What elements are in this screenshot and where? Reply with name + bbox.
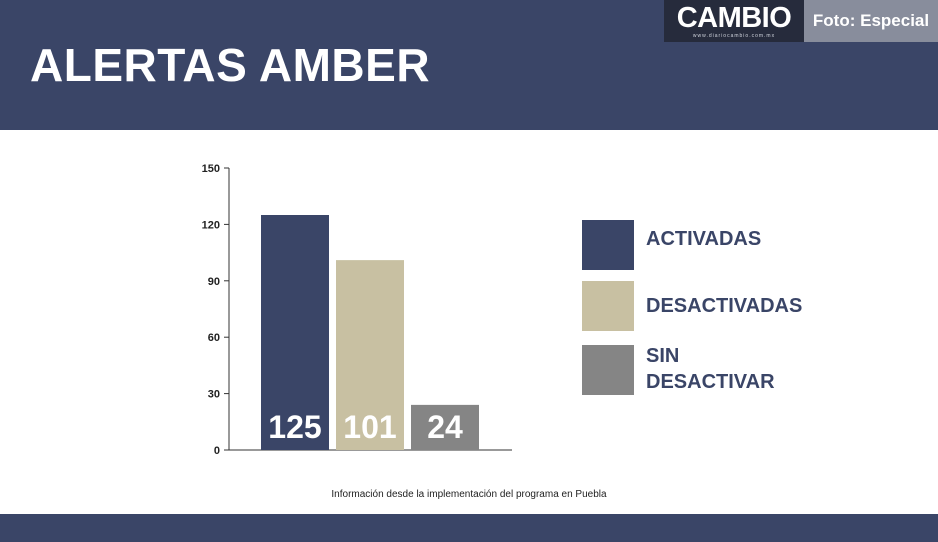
legend-label-sin-desactivar: SIN DESACTIVAR: [646, 345, 775, 393]
bar-1: [261, 215, 329, 450]
legend-label-activadas: ACTIVADAS: [646, 228, 762, 250]
y-tick-label: 120: [202, 219, 220, 231]
photo-credit: Foto: Especial: [804, 0, 938, 42]
bar-data-label: 101: [343, 409, 396, 445]
y-tick-label: 90: [208, 276, 220, 288]
bar-data-label: 125: [268, 409, 321, 445]
footer-band: [0, 514, 938, 542]
legend-swatch-desactivadas: [582, 281, 634, 331]
legend-label-desactivadas: DESACTIVADAS: [646, 295, 803, 317]
legend-swatch-sin-desactivar: [582, 345, 634, 395]
brand-name: CAMBIO: [676, 2, 792, 34]
page-title: ALERTAS AMBER: [30, 39, 431, 91]
brand-logo: CAMBIO www.diariocambio.com.mx: [664, 0, 804, 42]
y-tick-label: 150: [202, 163, 220, 175]
chart-footnote: Información desde la implementación del …: [331, 489, 607, 500]
y-tick-label: 60: [208, 332, 220, 344]
brand-url: www.diariocambio.com.mx: [692, 33, 776, 39]
bar-data-label: 24: [427, 409, 463, 445]
legend-swatch-activadas: [582, 220, 634, 270]
bar-2: [336, 260, 404, 450]
bar-3: [411, 404, 479, 450]
y-tick-label: 30: [208, 389, 220, 401]
y-tick-label: 0: [214, 445, 220, 457]
